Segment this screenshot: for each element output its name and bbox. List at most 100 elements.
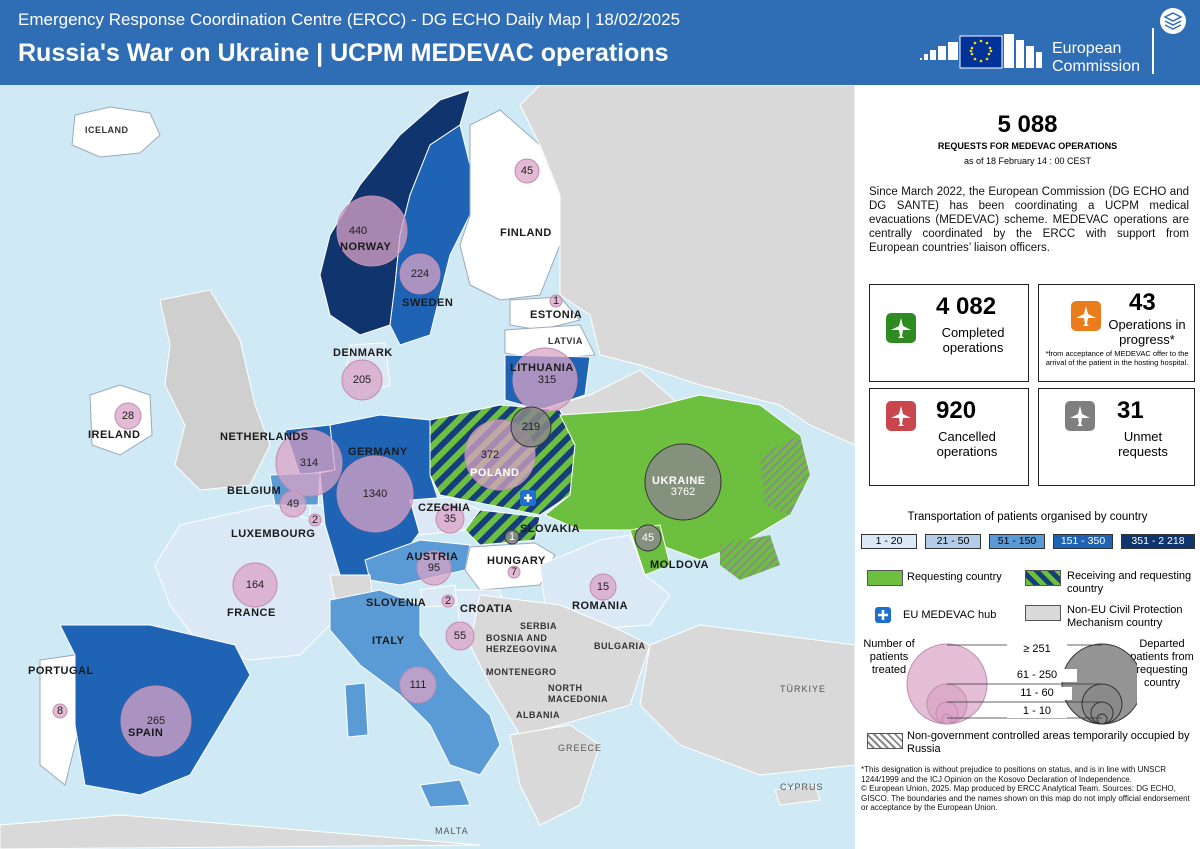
value-austria: 95 <box>427 562 441 574</box>
value-france: 164 <box>245 579 265 591</box>
cancelled-label: Cancelled operations <box>936 429 998 459</box>
value-denmark: 205 <box>352 374 372 386</box>
footer-line2: © European Union, 2025. Map produced by … <box>861 784 1190 812</box>
total-requests: 5 088 <box>997 111 1058 138</box>
occupied-crimea <box>720 535 780 580</box>
in-progress-box: 43 Operations in progress* *from accepta… <box>1038 284 1195 382</box>
ec-logo-line1: European <box>1052 40 1122 57</box>
label-austria: AUSTRIA <box>406 551 459 563</box>
cancelled-box: 920 Cancelled operations <box>869 388 1029 486</box>
label-spain: SPAIN <box>128 727 164 739</box>
label-ireland: IRELAND <box>88 429 141 441</box>
departed-patients-bubbles <box>504 406 722 552</box>
bubble-netherlands <box>275 429 343 497</box>
value-netherlands: 314 <box>299 457 319 469</box>
footer-line1: *This designation is without prejudice t… <box>861 765 1167 784</box>
legend-receiving-label: Receiving and requesting country <box>1067 570 1192 595</box>
value-spain: 265 <box>146 715 166 727</box>
map-shapes <box>0 85 855 849</box>
european-commission-logo <box>920 28 1154 74</box>
label-belgium: BELGIUM <box>227 485 282 497</box>
bubble-spain <box>120 685 192 757</box>
label-lithuania: LITHUANIA <box>510 362 574 374</box>
completed-value: 4 082 <box>936 293 997 320</box>
bubble-estonia <box>549 294 563 308</box>
bubble-hungary <box>507 565 521 579</box>
label-montenegro: MONTENEGRO <box>486 667 557 677</box>
legend-non-eu-label: Non-EU Civil Protection Mechanism countr… <box>1067 604 1183 629</box>
bubble-denmark <box>341 359 383 401</box>
departed-slovakia <box>504 529 520 545</box>
label-slovenia: SLOVENIA <box>366 597 427 609</box>
bubble-norway <box>336 195 408 267</box>
map-subtitle: Emergency Response Coordination Centre (… <box>18 10 681 29</box>
label-sweden: SWEDEN <box>402 297 454 309</box>
value-ireland: 28 <box>121 410 135 422</box>
label-iceland: ICELAND <box>85 125 129 135</box>
plane-cancelled-icon <box>886 401 916 431</box>
bubble-ireland <box>114 402 142 430</box>
scheme-description: Since March 2022, the European Commissio… <box>869 186 1189 254</box>
departed-ukraine <box>644 443 722 521</box>
label-ukraine: UKRAINE <box>652 475 706 487</box>
unmet-box: 31 Unmet requests <box>1038 388 1195 486</box>
layers-icon[interactable] <box>1160 8 1186 34</box>
value-portugal: 8 <box>56 705 64 717</box>
label-slovakia: SLOVAKIA <box>520 523 581 535</box>
label-serbia: SERBIA <box>520 621 558 631</box>
completed-box: 4 082 Completed operations <box>869 284 1029 382</box>
bubble-czechia <box>435 504 465 534</box>
legend-circle-sizes <box>906 643 1137 725</box>
label-czechia: CZECHIA <box>418 502 471 514</box>
value-italy: 111 <box>409 679 427 691</box>
country-turkiye <box>639 624 855 776</box>
value-estonia: 1 <box>552 295 560 307</box>
value-poland: 372 <box>480 449 500 461</box>
label-cyprus: CYPRUS <box>780 782 824 792</box>
departed-poland <box>510 406 552 448</box>
legend-size-4: 1 - 10 <box>1007 705 1067 718</box>
bubble-finland <box>514 158 540 184</box>
legend-size-1: ≥ 251 <box>1007 643 1067 656</box>
europe-map: ICELAND NORWAY SWEDEN FINLAND ESTONIA LA… <box>0 85 855 849</box>
bubble-germany <box>336 455 414 533</box>
label-malta: MALTA <box>435 826 469 836</box>
country-sardinia <box>344 682 369 738</box>
label-bulgaria: BULGARIA <box>594 641 646 651</box>
bubble-austria <box>416 550 452 586</box>
bubble-luxembourg <box>308 513 322 527</box>
label-turkiye: TÜRKIYE <box>780 684 827 694</box>
in-progress-value: 43 <box>1129 289 1156 316</box>
bubble-lithuania <box>512 347 578 413</box>
label-finland: FINLAND <box>500 227 552 239</box>
value-belgium: 49 <box>286 498 300 510</box>
plane-in-progress-icon <box>1071 301 1101 331</box>
legend-requesting-swatch <box>867 570 903 586</box>
country-hungary <box>464 542 556 591</box>
bubble-croatia <box>445 621 475 651</box>
plane-completed-icon <box>886 313 916 343</box>
label-italy: ITALY <box>372 635 405 647</box>
country-iceland <box>71 106 161 158</box>
legend-size-2: 61 - 250 <box>997 669 1077 682</box>
footer-notes: *This designation is without prejudice t… <box>861 765 1196 813</box>
legend-treated-label: Number of patients treated <box>863 638 915 676</box>
label-germany: GERMANY <box>348 446 408 458</box>
label-netherlands: NETHERLANDS <box>220 431 309 443</box>
requests-summary: 5 088 REQUESTS FOR MEDEVAC OPERATIONS as… <box>857 97 1198 166</box>
country-finland <box>459 109 561 301</box>
label-moldova: MOLDOVA <box>650 559 709 571</box>
occupied-east <box>760 435 810 515</box>
as-of-date: as of 18 February 14 : 00 CEST <box>963 156 1092 166</box>
label-romania: ROMANIA <box>572 600 629 612</box>
patients-treated-bubbles <box>52 158 617 757</box>
country-greece <box>509 724 601 826</box>
country-balkans <box>469 594 651 736</box>
value-slovenia: 2 <box>444 595 452 607</box>
label-albania: ALBANIA <box>516 710 560 720</box>
value-sweden: 224 <box>410 268 430 280</box>
legend-size-3: 11 - 60 <box>1002 687 1072 700</box>
north-africa <box>0 814 481 849</box>
label-croatia: CROATIA <box>460 603 513 615</box>
legend-receiving-swatch <box>1025 570 1061 586</box>
